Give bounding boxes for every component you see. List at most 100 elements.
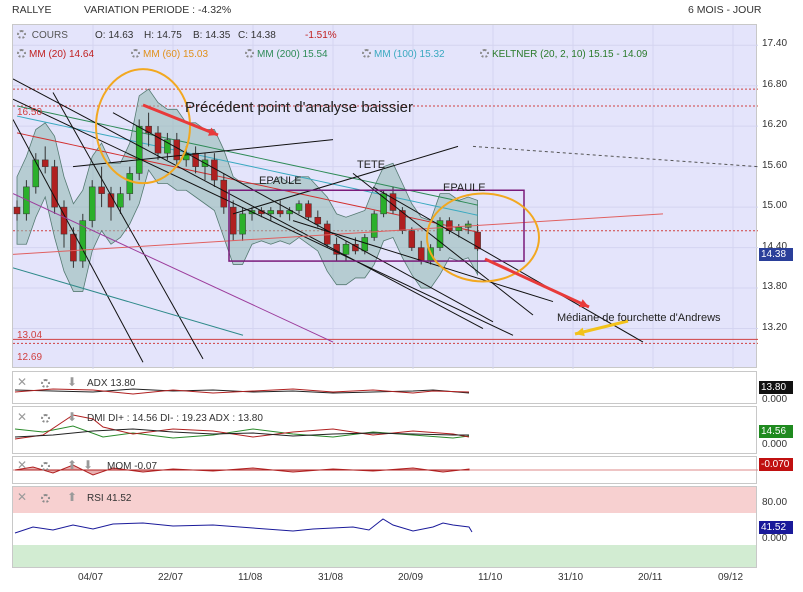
trend-line bbox=[13, 267, 244, 336]
mom-value-box: -0.070 bbox=[759, 458, 793, 471]
candle bbox=[417, 247, 425, 262]
rsi-line bbox=[14, 518, 473, 534]
rsi-close-icon[interactable]: ✕ bbox=[17, 490, 28, 504]
mm200-line bbox=[16, 105, 478, 206]
candle bbox=[229, 206, 237, 235]
candle bbox=[51, 166, 58, 208]
mom-close-icon[interactable]: ✕ bbox=[17, 458, 28, 472]
dmi-pane[interactable]: ✕ ⬇ DMI DI+ : 14.56 DI- : 19.23 ADX : 13… bbox=[12, 406, 757, 454]
annotation-mediane: Médiane de fourchette d'Andrews bbox=[557, 312, 721, 324]
price-tick-label: 15.60 bbox=[762, 159, 788, 171]
candle bbox=[314, 216, 322, 225]
highlight-circle bbox=[95, 68, 191, 185]
mom-pane[interactable]: ✕ ⬆ ⬇ MOM -0.07 bbox=[12, 456, 758, 484]
time-tick-label: 09/12 bbox=[718, 572, 744, 583]
candle bbox=[173, 139, 181, 161]
candle bbox=[286, 210, 293, 215]
candle bbox=[370, 213, 378, 238]
rsi-move-up-icon[interactable]: ⬆ bbox=[67, 490, 78, 504]
candle bbox=[295, 203, 303, 211]
time-tick-label: 31/08 bbox=[318, 572, 344, 583]
price-tick-label: 14.40 bbox=[762, 240, 788, 252]
period-label[interactable]: 6 MOIS - JOUR bbox=[688, 4, 762, 16]
adx-value-box: 13.80 bbox=[759, 381, 793, 394]
dmi-label: DMI DI+ : 14.56 DI- : 19.23 ADX : 13.80 bbox=[87, 413, 263, 424]
candle bbox=[342, 243, 350, 255]
trend-line bbox=[72, 139, 334, 168]
candle bbox=[436, 220, 444, 248]
mm20-legend: MM (20) 14.64 bbox=[17, 49, 94, 60]
dmi-move-icon[interactable]: ⬇ bbox=[67, 410, 78, 424]
trend-line bbox=[52, 92, 204, 360]
mom-chart bbox=[13, 464, 758, 476]
close-icon[interactable]: ✕ bbox=[17, 375, 28, 389]
rsi-pane[interactable]: ✕ ⬆ RSI 41.52 bbox=[12, 486, 757, 568]
candle bbox=[126, 173, 134, 194]
adx-label: ADX 13.80 bbox=[87, 378, 136, 389]
symbol-title: RALLYE bbox=[12, 4, 52, 16]
candle bbox=[305, 203, 312, 218]
rsi-80: 80.00 bbox=[762, 497, 788, 508]
annotation-tete: TETE bbox=[357, 159, 386, 171]
dmi-gear-icon[interactable] bbox=[41, 414, 50, 423]
mm60-legend: MM (60) 15.03 bbox=[131, 49, 208, 60]
move-down-icon[interactable]: ⬇ bbox=[67, 375, 78, 389]
trend-line bbox=[472, 145, 758, 168]
highlight-circle bbox=[426, 192, 540, 283]
candle bbox=[455, 227, 463, 231]
time-tick-label: 11/08 bbox=[238, 572, 263, 583]
mom-area bbox=[14, 464, 470, 476]
mom-move-up-icon[interactable]: ⬆ bbox=[67, 458, 78, 472]
rsi-gear-icon[interactable] bbox=[41, 494, 50, 503]
mm60-label: MM (60) 15.03 bbox=[143, 49, 209, 60]
arrow-head bbox=[208, 127, 218, 136]
candle bbox=[88, 186, 96, 221]
dmi-close-icon[interactable]: ✕ bbox=[17, 410, 28, 424]
candle bbox=[117, 193, 124, 208]
candle bbox=[380, 193, 387, 215]
mm100-gear-icon[interactable] bbox=[362, 49, 371, 58]
price-pane[interactable]: COURS O: 14.63 H: 14.75 B: 14.35 C: 14.3… bbox=[12, 24, 758, 369]
cours-label: COURS bbox=[31, 30, 68, 41]
trend-line bbox=[13, 119, 144, 363]
rsi-oversold-zone bbox=[13, 545, 756, 567]
price-tick-label: 15.00 bbox=[762, 200, 788, 212]
time-tick-label: 31/10 bbox=[558, 572, 584, 583]
dmi-minus-line bbox=[14, 414, 470, 440]
mom-label: MOM -0.07 bbox=[107, 461, 158, 472]
trend-line bbox=[13, 193, 334, 343]
annotation-precedent: Précédent point d'analyse baissier bbox=[185, 99, 414, 116]
candle bbox=[32, 159, 40, 188]
mm100-line bbox=[16, 115, 478, 216]
mom-gear-icon[interactable] bbox=[41, 462, 50, 471]
mom-move-down-icon[interactable]: ⬇ bbox=[83, 458, 94, 472]
candle bbox=[239, 213, 246, 235]
mm200-label: MM (200) 15.54 bbox=[257, 49, 328, 60]
dmi-value-box: 14.56 bbox=[759, 425, 793, 438]
mm100-label: MM (100) 15.32 bbox=[374, 49, 445, 60]
candle bbox=[135, 125, 143, 174]
mm60-gear-icon[interactable] bbox=[131, 49, 140, 58]
time-tick-label: 11/10 bbox=[478, 572, 503, 583]
candle bbox=[164, 139, 171, 154]
candle bbox=[154, 132, 162, 154]
adx-line bbox=[14, 388, 470, 394]
adx-gear-icon[interactable] bbox=[41, 379, 50, 388]
candle bbox=[399, 210, 406, 231]
mm20-label: MM (20) 14.64 bbox=[29, 49, 95, 60]
price-tick-label: 13.80 bbox=[762, 281, 788, 293]
keltner-gear-icon[interactable] bbox=[480, 49, 489, 58]
arrow-head bbox=[575, 327, 585, 337]
adx-pane[interactable]: ✕ ⬇ ADX 13.80 bbox=[12, 371, 757, 404]
mm20-gear-icon[interactable] bbox=[17, 49, 26, 58]
price-tick-label: 16.20 bbox=[762, 119, 788, 131]
mm200-gear-icon[interactable] bbox=[245, 49, 254, 58]
rsi-label: RSI 41.52 bbox=[87, 493, 132, 504]
settings-gear-icon[interactable] bbox=[17, 30, 26, 39]
level-1269: 12.69 bbox=[17, 352, 43, 363]
candle bbox=[323, 223, 331, 245]
price-tick-label: 17.40 bbox=[762, 38, 788, 50]
rsi-overbought-zone bbox=[13, 487, 756, 513]
dmi-zero: 0.000 bbox=[762, 439, 788, 450]
time-tick-label: 04/07 bbox=[78, 572, 104, 583]
